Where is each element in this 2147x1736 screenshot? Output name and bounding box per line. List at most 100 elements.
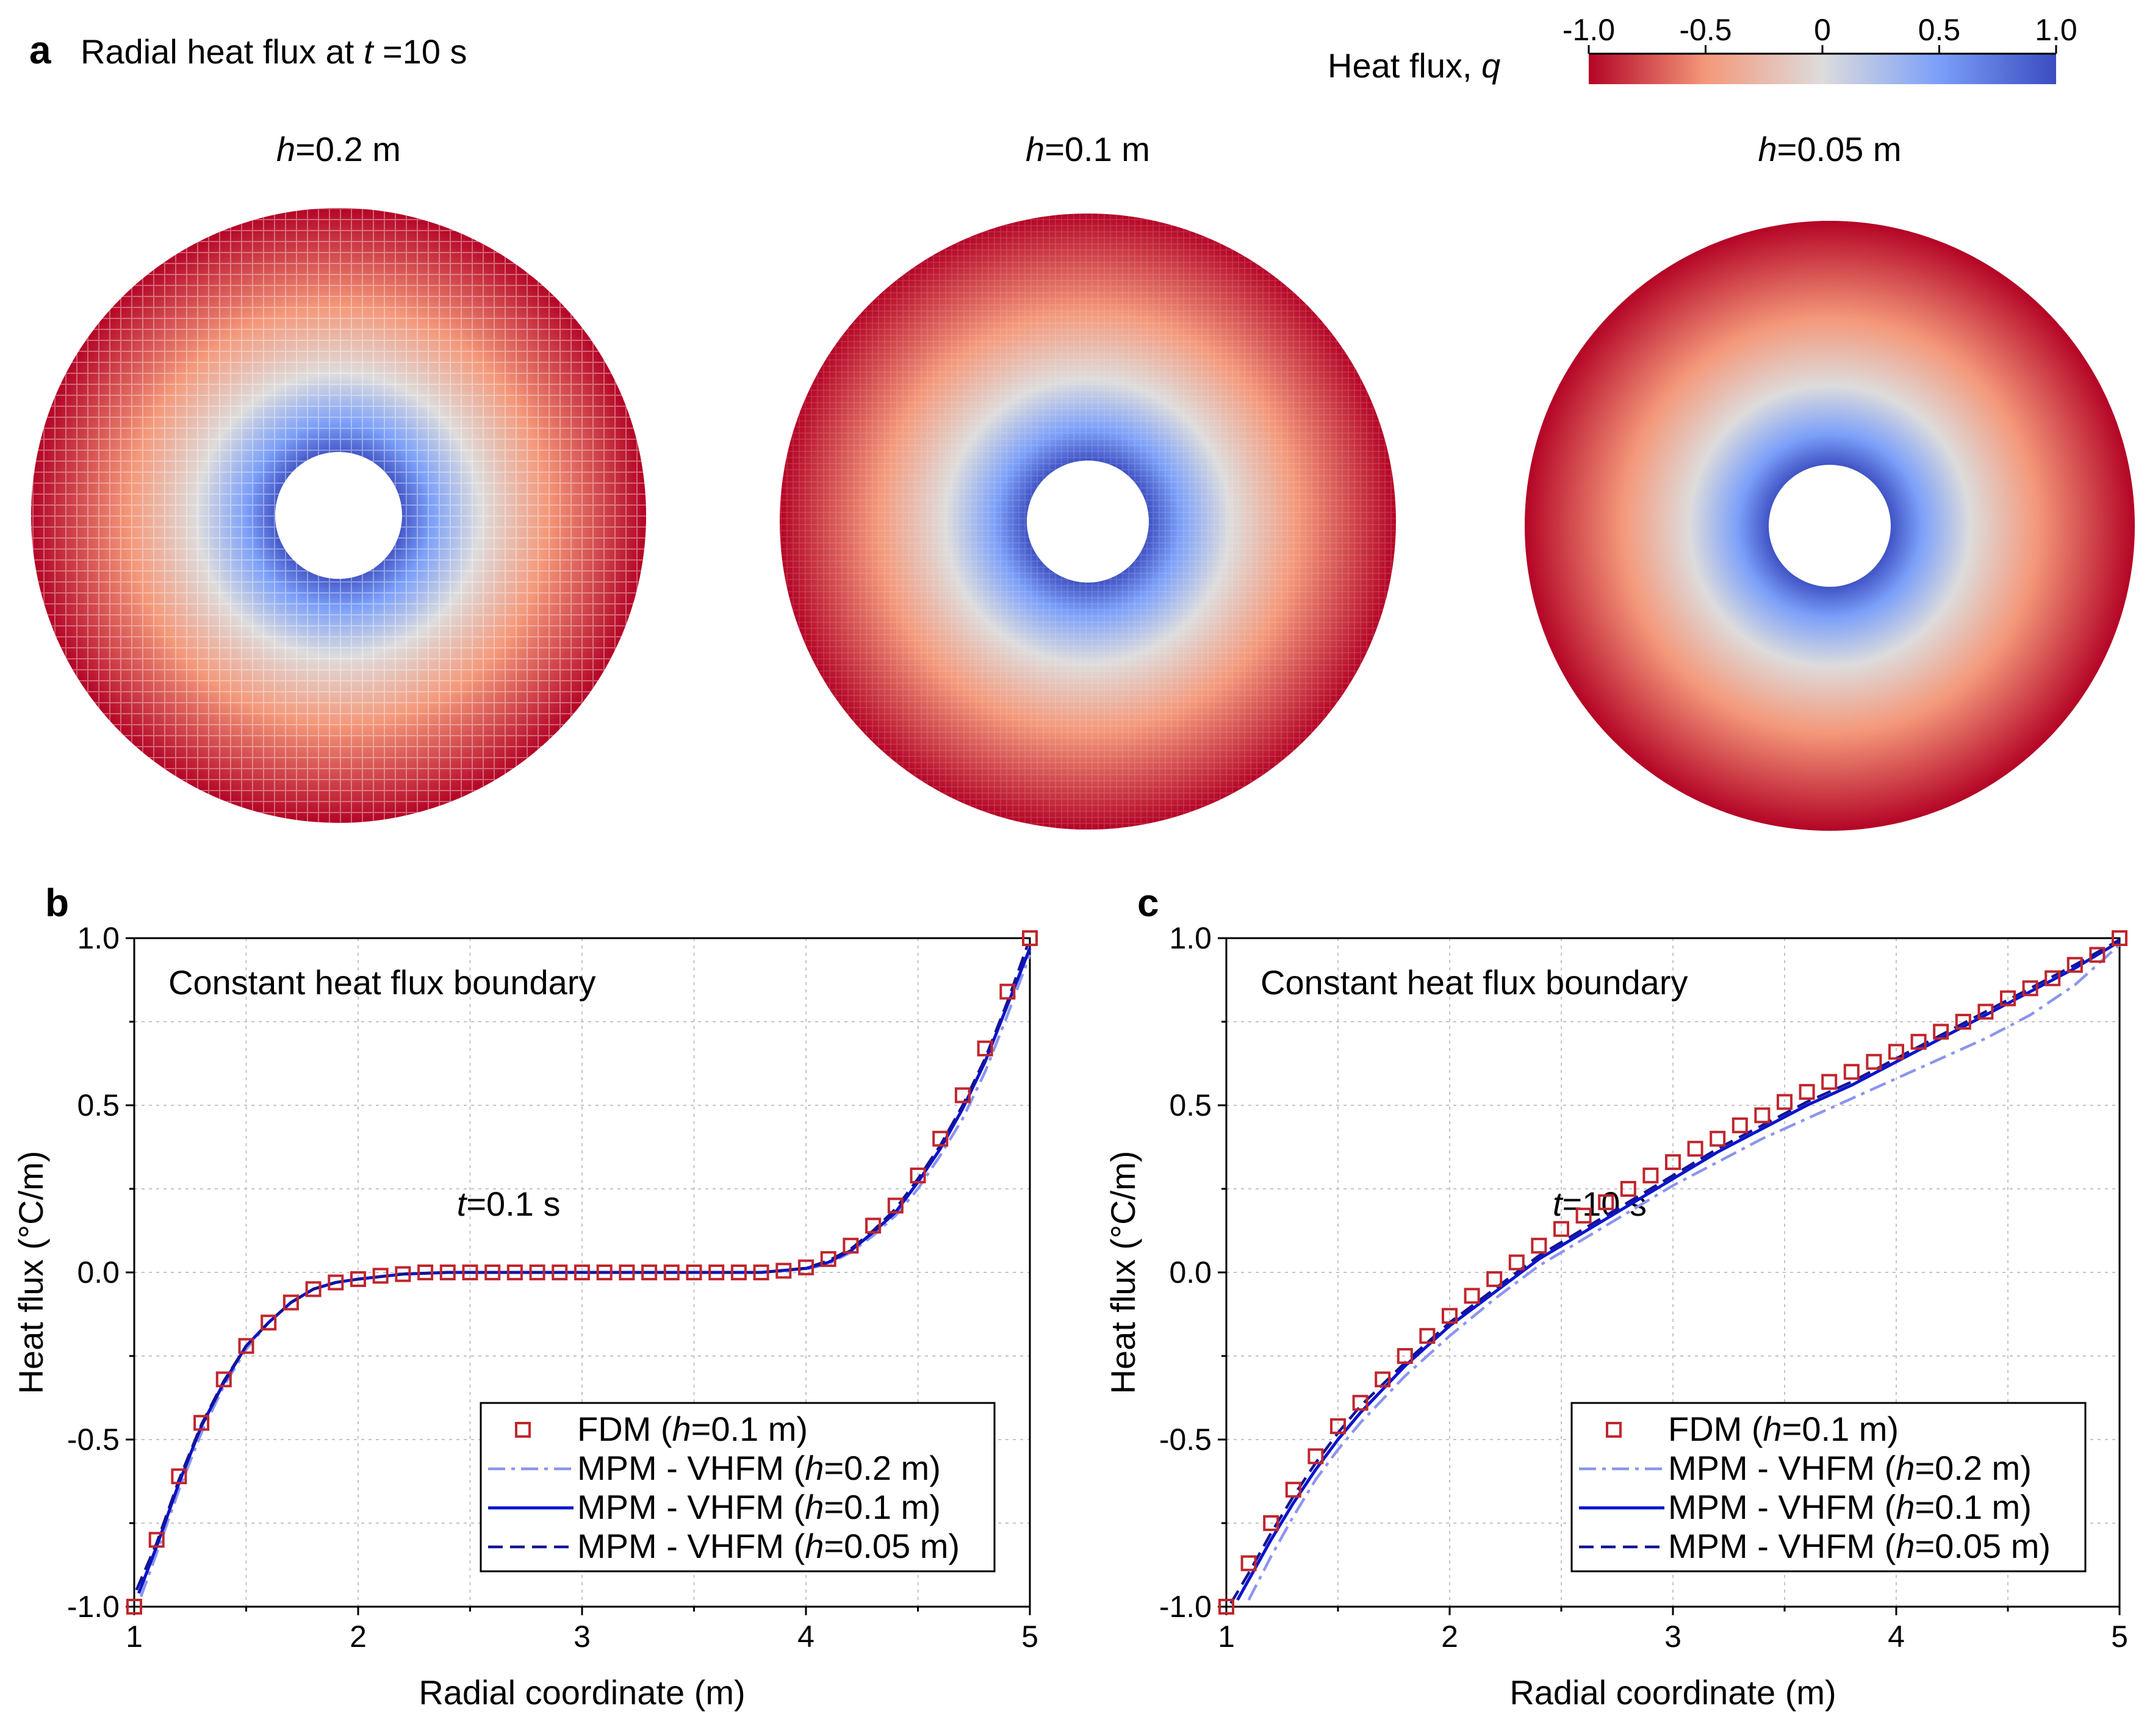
fdm-marker	[439, 1264, 456, 1280]
fdm-marker	[171, 1468, 187, 1485]
fdm-marker	[1442, 1308, 1458, 1324]
ring-plot: h=0.05 m	[1525, 130, 2135, 831]
colorbar-ticks: -1.0 -0.5 0 0.5 1.0	[1563, 13, 2077, 55]
y-tick-label: 1.0	[1169, 921, 1212, 955]
series-line	[1229, 938, 2121, 1604]
y-tick-label: 0.0	[1169, 1255, 1212, 1289]
legend-label: FDM (h=0.1 m)	[577, 1410, 808, 1448]
fdm-marker	[1620, 1181, 1636, 1197]
series	[135, 944, 1029, 1591]
fdm-marker	[1240, 1555, 1257, 1571]
fdm-marker	[1933, 1024, 1949, 1040]
fdm-marker	[2089, 947, 2106, 963]
chart-c: c 1 2 3 4 5 -1.0 -0.5 0.0 0.5 1.0 Radial coordinate…	[1104, 881, 2128, 1712]
fdm-marker	[1955, 1014, 1971, 1030]
fdm-marker	[126, 1599, 142, 1615]
fdm-marker	[977, 1040, 993, 1056]
colorbar-tick-label: -0.5	[1679, 13, 1732, 47]
fdm-marker	[663, 1264, 680, 1280]
boundary-annotation: Constant heat flux boundary	[1261, 963, 1688, 1002]
y-tick-label: 0.5	[1169, 1088, 1212, 1122]
fdm-marker	[865, 1218, 882, 1234]
x-tick-label: 5	[2111, 1619, 2128, 1654]
boundary-annotation: Constant heat flux boundary	[168, 963, 595, 1002]
fdm-marker	[462, 1264, 478, 1280]
fdm-marker	[2066, 956, 2083, 973]
y-tick-label: 0.5	[77, 1088, 120, 1122]
fdm-marker	[1866, 1053, 1882, 1070]
legend-label: MPM - VHFM (h=0.1 m)	[1668, 1488, 2032, 1526]
fdm-marker	[552, 1264, 568, 1280]
panel-a-title: Radial heat flux at t =10 s	[81, 32, 467, 71]
fdm-marker	[1687, 1141, 1703, 1157]
fdm-marker	[529, 1264, 545, 1280]
y-axis-label: Heat flux (°C/m)	[12, 1151, 50, 1394]
legend-label: FDM (h=0.1 m)	[1668, 1410, 1899, 1448]
series-line	[1247, 944, 2121, 1601]
fdm-marker	[1732, 1117, 1748, 1133]
ring-plot: h=0.1 m	[780, 130, 1396, 830]
fdm-marker	[730, 1264, 747, 1280]
fdm-marker	[954, 1087, 971, 1103]
fdm-marker	[372, 1268, 389, 1284]
axes: 1 2 3 4 5 -1.0 -0.5 0.0 0.5 1.0	[1159, 921, 2128, 1654]
fdm-marker	[1375, 1371, 1391, 1388]
x-axis-label: Radial coordinate (m)	[1509, 1673, 1836, 1712]
fdm-marker	[1263, 1515, 1279, 1531]
fdm-marker	[1419, 1328, 1436, 1344]
ring-particle-grid	[780, 213, 1396, 830]
fdm-marker	[1777, 1094, 1793, 1110]
fdm-marker	[1665, 1154, 1681, 1171]
ring-particle-grid	[31, 208, 646, 823]
legend: FDM (h=0.1 m)MPM - VHFM (h=0.2 m)MPM - V…	[480, 1402, 996, 1573]
fdm-marker	[1022, 930, 1038, 946]
x-tick-label: 4	[1888, 1619, 1905, 1654]
fdm-marker	[1330, 1418, 1346, 1435]
x-tick-label: 2	[350, 1619, 367, 1654]
colorbar-tick-label: -1.0	[1563, 13, 1615, 47]
fdm-marker	[1218, 1599, 1234, 1615]
fdm-marker	[1575, 1207, 1592, 1224]
fdm-marker	[887, 1197, 904, 1214]
fdm-marker	[932, 1130, 949, 1147]
fdm-marker	[2000, 990, 2016, 1006]
x-tick-label: 4	[797, 1619, 815, 1654]
fdm-marker	[910, 1167, 926, 1184]
fdm-marker	[1486, 1271, 1503, 1287]
legend-label: MPM - VHFM (h=0.2 m)	[577, 1449, 941, 1487]
x-tick-label: 2	[1441, 1619, 1458, 1654]
legend-marker	[1606, 1422, 1622, 1438]
fdm-marker	[775, 1263, 792, 1279]
ring-plots: h=0.2 m h=0.1 m h=0.05 m	[31, 130, 2135, 831]
colorbar-tick-label: 0	[1814, 13, 1831, 47]
fdm-marker	[261, 1315, 277, 1331]
fdm-marker	[328, 1274, 344, 1291]
y-tick-label: 1.0	[77, 921, 120, 955]
colorbar-tick-label: 0.5	[1918, 13, 1961, 47]
fdm-marker	[395, 1266, 411, 1282]
x-tick-label: 1	[1218, 1619, 1235, 1654]
series-line	[135, 944, 1029, 1591]
series	[1229, 938, 2121, 1604]
legend-marker	[515, 1422, 531, 1438]
fdm-marker	[1710, 1130, 1726, 1147]
y-tick-label: -0.5	[67, 1422, 120, 1457]
x-tick-label: 1	[126, 1619, 143, 1654]
legend: FDM (h=0.1 m)MPM - VHFM (h=0.2 m)MPM - V…	[1570, 1402, 2087, 1573]
colorbar-tick-label: 1.0	[2035, 13, 2077, 47]
colorbar: Heat flux, q -1.0 -0.5 0 0.5 1.0	[1328, 13, 2077, 85]
fdm-marker	[282, 1294, 299, 1311]
x-tick-label: 3	[574, 1619, 591, 1654]
fdm-marker	[1642, 1167, 1659, 1184]
fdm-marker	[2022, 980, 2038, 997]
panel-a-letter: a	[29, 28, 51, 72]
fdm-marker	[1821, 1074, 1838, 1090]
ring-heat-flux-field	[1525, 221, 2135, 831]
panel-letter: c	[1137, 881, 1159, 925]
fdm-marker	[506, 1264, 523, 1280]
legend-box	[1570, 1402, 2087, 1573]
fdm-marker	[1307, 1448, 1324, 1465]
fdm-marker	[1888, 1044, 1904, 1060]
fdm-marker	[753, 1264, 769, 1280]
